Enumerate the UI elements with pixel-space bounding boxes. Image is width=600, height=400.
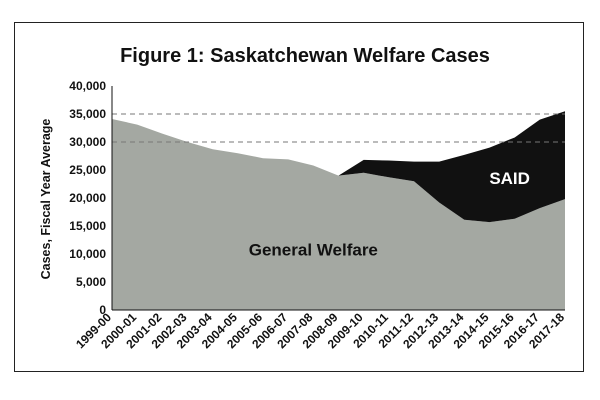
annotation-general-welfare: General Welfare	[249, 240, 378, 259]
x-axis-ticks: 1999-002000-012001-022002-032003-042004-…	[73, 310, 567, 351]
y-tick-label: 10,000	[69, 247, 106, 261]
y-tick-label: 15,000	[69, 219, 106, 233]
y-tick-label: 40,000	[69, 79, 106, 93]
y-tick-label: 5,000	[76, 275, 106, 289]
y-axis-ticks: 0 5,000 10,000 15,000 20,000 25,000 30,000 35,0…	[69, 79, 106, 317]
y-tick-label: 20,000	[69, 191, 106, 205]
series-area-general-welfare	[112, 119, 565, 310]
y-tick-label: 35,000	[69, 107, 106, 121]
y-axis-label: Cases, Fiscal Year Average	[39, 119, 53, 280]
chart-title: Figure 1: Saskatchewan Welfare Cases	[120, 45, 490, 67]
y-tick-label: 30,000	[69, 135, 106, 149]
y-tick-label: 0	[99, 303, 106, 317]
annotation-said: SAID	[489, 169, 530, 188]
series-annotations: General Welfare SAID	[249, 169, 530, 259]
y-tick-label: 25,000	[69, 163, 106, 177]
series-area-said	[112, 111, 565, 223]
plot-area	[111, 86, 565, 311]
